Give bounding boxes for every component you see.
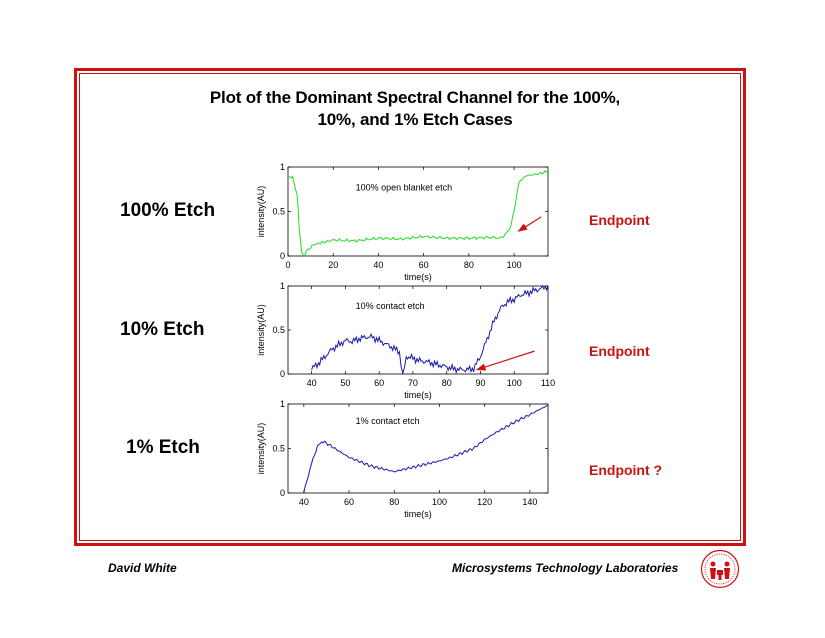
chart1-xtick-label-6: 100 — [507, 378, 522, 388]
chart0-xtick-label-0: 0 — [285, 260, 290, 270]
chart0-xtick-label-5: 100 — [507, 260, 522, 270]
chart2-ytick-label-0: 0 — [280, 488, 285, 498]
chart2-xtick-label-4: 120 — [477, 497, 492, 507]
slide-title: Plot of the Dominant Spectral Channel fo… — [150, 87, 680, 131]
chart0-plot-area — [287, 166, 549, 257]
chart2-series-line — [303, 405, 549, 494]
chart0-xtick-label-2: 40 — [373, 260, 383, 270]
chart1-xtick-label-7: 110 — [541, 378, 555, 388]
chart2-xlabel: time(s) — [404, 509, 432, 519]
case-label-100: 100% Etch — [120, 200, 216, 221]
chart1-xtick-label-4: 80 — [442, 378, 452, 388]
endpoint-label-100: Endpoint — [589, 212, 650, 228]
endpoint-label-10: Endpoint — [589, 343, 650, 359]
chart1-plot-area — [287, 285, 549, 375]
chart1-xlabel: time(s) — [404, 390, 432, 400]
slide-title-line1: Plot of the Dominant Spectral Channel fo… — [209, 88, 621, 107]
footer-author: David White — [108, 561, 177, 575]
chart2-ytick-label-1: 0.5 — [272, 444, 285, 454]
chart1-series-line — [311, 285, 549, 376]
chart2-ylabel: intensity(AU) — [256, 423, 266, 475]
chart0-ylabel: intensity(AU) — [256, 186, 266, 238]
slide-title-line2: 10%, and 1% Etch Cases — [317, 110, 513, 129]
endpoint-label-1: Endpoint ? — [589, 462, 663, 478]
chart1-ylabel: intensity(AU) — [256, 304, 266, 356]
slide-frame-outer — [74, 68, 746, 546]
chart1-annotation: 10% contact etch — [356, 301, 425, 311]
chart2-xtick-label-3: 100 — [432, 497, 447, 507]
chart0-ytick-label-1: 0.5 — [272, 207, 285, 217]
chart0-ytick-label-2: 1 — [280, 162, 285, 172]
chart1-xtick-label-5: 90 — [475, 378, 485, 388]
chart1-xtick-label-0: 40 — [307, 378, 317, 388]
chart2-annotation: 1% contact etch — [356, 416, 420, 426]
chart2-xtick-label-5: 140 — [522, 497, 537, 507]
case-label-1: 1% Etch — [126, 437, 200, 458]
chart0-xtick-label-1: 20 — [328, 260, 338, 270]
chart0-ytick-label-0: 0 — [280, 251, 285, 261]
chart0-xtick-label-3: 60 — [419, 260, 429, 270]
chart1-xtick-label-3: 70 — [408, 378, 418, 388]
chart0-xtick-label-4: 80 — [464, 260, 474, 270]
chart1-ytick-label-1: 0.5 — [272, 325, 285, 335]
chart0-annotation: 100% open blanket etch — [356, 182, 453, 192]
chart1-ytick-label-0: 0 — [280, 369, 285, 379]
chart0-xlabel: time(s) — [404, 272, 432, 282]
chart0-series-line — [287, 170, 549, 257]
case-label-10: 10% Etch — [120, 319, 205, 340]
footer-org: Microsystems Technology Laboratories — [452, 561, 679, 575]
chart2-plot-area — [287, 403, 549, 494]
chart2-xtick-label-0: 40 — [299, 497, 309, 507]
chart2-xtick-label-2: 80 — [389, 497, 399, 507]
slide-frame-inner — [79, 73, 741, 541]
chart1-xtick-label-1: 50 — [340, 378, 350, 388]
chart1-xtick-label-2: 60 — [374, 378, 384, 388]
chart2-xtick-label-1: 60 — [344, 497, 354, 507]
chart0-endpoint-arrow — [517, 216, 542, 232]
chart2-ytick-label-2: 1 — [280, 399, 285, 409]
mit-seal-logo — [700, 549, 740, 589]
chart1-endpoint-arrow — [475, 350, 535, 371]
chart1-ytick-label-2: 1 — [280, 281, 285, 291]
